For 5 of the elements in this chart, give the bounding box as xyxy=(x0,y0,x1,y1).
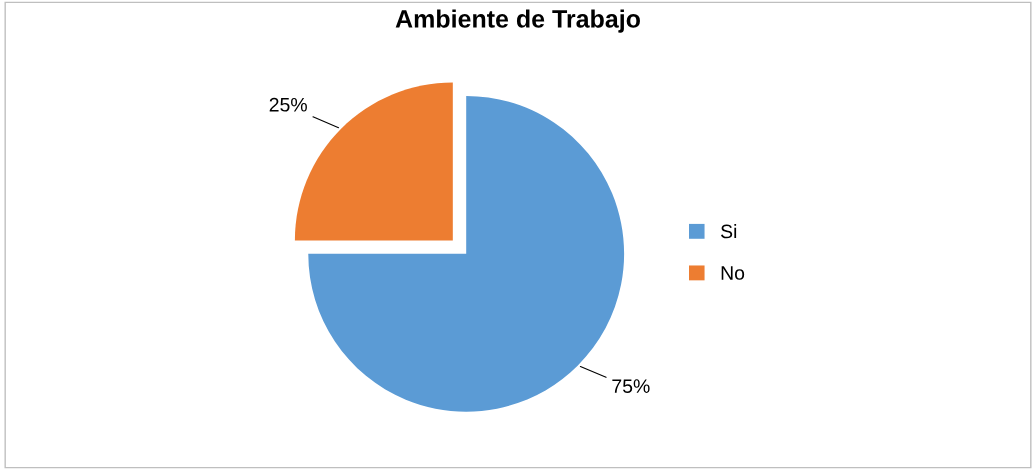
data-label: 25% xyxy=(269,97,307,112)
legend-label: No xyxy=(721,266,745,280)
data-label: 75% xyxy=(612,379,650,394)
chart-title: Ambiente de Trabajo xyxy=(395,9,640,33)
legend-label: Si xyxy=(720,224,737,239)
